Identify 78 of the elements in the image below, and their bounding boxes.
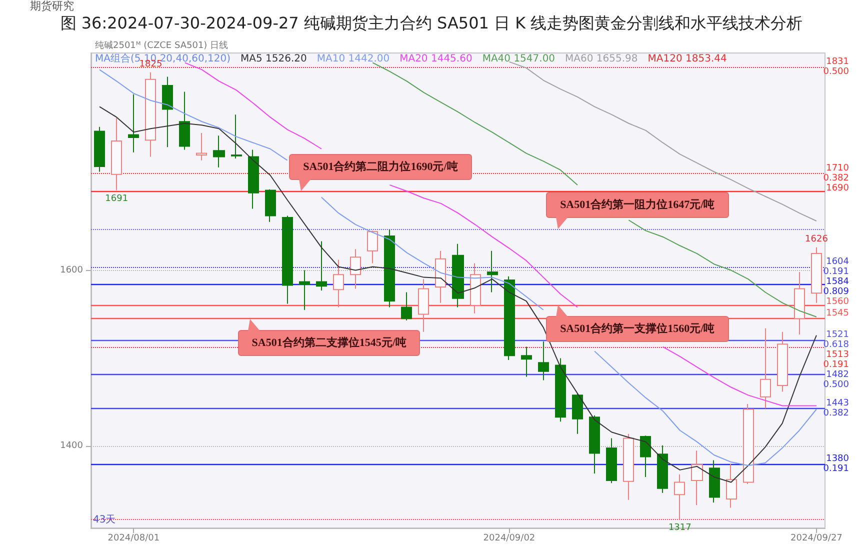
x-tick-label: 2024/09/02 (483, 534, 536, 544)
chart-title: 图 36:2024-07-30-2024-09-27 纯碱期货主力合约 SA501 日 K 线走势图黄金分割线和水平线技术分析 (60, 14, 803, 32)
annotation: SA501合约第二阻力位1690元/吨 (289, 154, 472, 180)
candlestick (418, 278, 429, 332)
candlestick (162, 76, 173, 148)
candlestick (538, 341, 549, 381)
candlestick (487, 250, 498, 293)
candlestick (401, 292, 412, 321)
line-series (508, 61, 817, 222)
annotation: SA501合约第二支撑位1545元/吨 (238, 330, 420, 356)
ref-line-label: 1560 (826, 296, 850, 307)
candlestick (640, 435, 651, 478)
candlestick (282, 215, 293, 304)
y-tick-label: 1600 (60, 265, 84, 276)
text: MA20 1445.60 (400, 54, 472, 64)
candlestick (179, 91, 190, 150)
ref-line-label: 1521 0.618 (823, 330, 850, 350)
candlestick (555, 358, 566, 422)
candlestick (504, 276, 515, 360)
candlestick (760, 328, 771, 409)
annotation: SA501合约第一支撑位1560元/吨 (546, 316, 729, 342)
ref-line-label: 1710 0.382 (823, 164, 850, 184)
ref-line-label: 1482 0.500 (823, 370, 850, 390)
text: MA60 1655.98 (565, 54, 638, 64)
annotation: 43天 (93, 514, 116, 526)
candlestick (452, 243, 464, 308)
candlestick (128, 94, 139, 153)
ref-line-label: 1443 0.382 (823, 398, 849, 418)
annotation: 1626 (805, 234, 828, 244)
candlestick (606, 438, 617, 484)
candlestick (726, 463, 737, 508)
candlestick (811, 246, 822, 304)
text: MA40 1547.00 (482, 54, 556, 64)
candlestick (589, 414, 600, 474)
text: MA10 1442.00 (316, 54, 390, 64)
candlestick (265, 188, 276, 222)
ref-line-label: 1831 0.500 (823, 57, 850, 78)
candlestick (709, 460, 720, 503)
x-tick-label: 2024/08/01 (108, 534, 160, 544)
candlestick (470, 262, 481, 314)
candlestick (333, 259, 344, 308)
candlestick (196, 132, 207, 161)
candlestick (743, 403, 754, 485)
candlestick (213, 135, 225, 168)
annotation: SA501合约第一阻力位1647元/吨 (546, 192, 729, 218)
x-tick-label: 2024/09/27 (790, 534, 842, 544)
candlestick (691, 450, 703, 506)
ref-line-label: 1584 0.809 (823, 276, 850, 297)
ref-line-label: 1545 (826, 308, 849, 319)
text: MA5 1526.20 (240, 54, 307, 64)
candlestick (94, 126, 105, 172)
candlestick (674, 474, 685, 520)
candlestick (572, 392, 583, 434)
annotation: 1691 (105, 194, 128, 204)
ref-line-label: 1380 0.191 (823, 454, 850, 474)
candlestick (145, 72, 156, 158)
candlestick (299, 270, 310, 310)
candlestick (316, 240, 327, 291)
candlestick (231, 114, 242, 160)
candlestick (384, 229, 395, 308)
candlestick (794, 272, 805, 335)
ref-line-label: 1690 (826, 184, 850, 194)
candlestick (657, 444, 668, 494)
candlestick (248, 149, 259, 210)
candlestick (521, 346, 532, 378)
annotation: MA120 1853.44 (648, 54, 727, 64)
y-tick-label: 1400 (60, 441, 84, 452)
ref-line-label: 1604 0.191 (823, 256, 850, 277)
candlestick (367, 230, 378, 264)
candlestick (623, 433, 634, 500)
candlestick (777, 331, 788, 392)
candlestick (111, 118, 122, 191)
candlestick (350, 248, 361, 290)
annotation: 1317 (668, 523, 692, 534)
candlestick (435, 250, 446, 304)
text: 期货研究 (30, 0, 74, 12)
text: 纯碱2501ᴹ (CZCE SA501) 日线 (95, 40, 228, 51)
ref-line-label: 1513 0.191 (823, 350, 849, 370)
